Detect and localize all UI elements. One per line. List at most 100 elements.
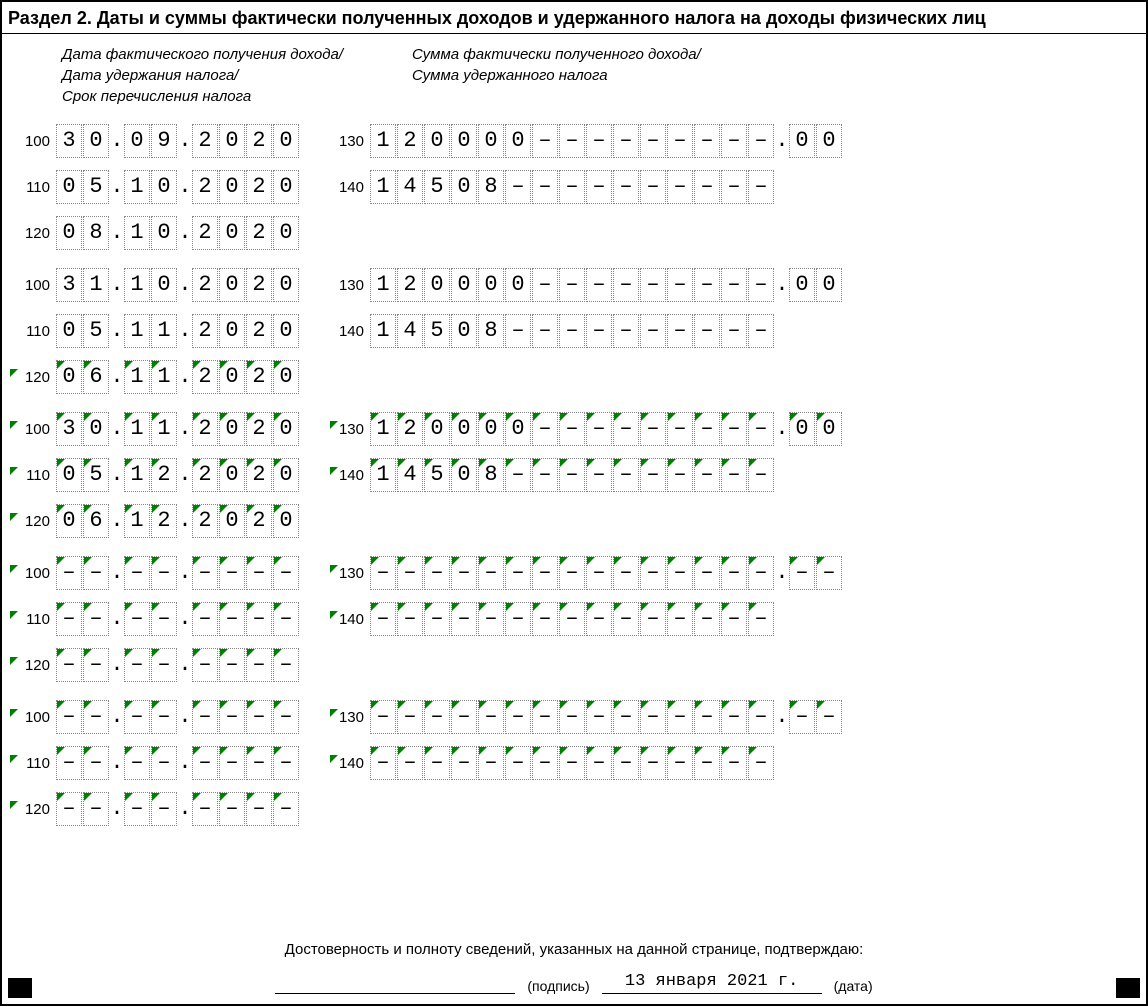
char-cell: – [721, 124, 747, 158]
char-cell: 1 [124, 360, 150, 394]
char-cell: – [640, 170, 666, 204]
char-cell: 0 [816, 268, 842, 302]
char-cell: 1 [370, 124, 396, 158]
char-cell: – [640, 556, 666, 590]
char-cell: 0 [789, 412, 815, 446]
char-cell: 5 [424, 314, 450, 348]
char-cell: 0 [451, 458, 477, 492]
char-cell: – [721, 314, 747, 348]
char-cell: 1 [124, 268, 150, 302]
char-cell: 1 [370, 268, 396, 302]
separator: . [178, 648, 192, 682]
char-cell: – [694, 556, 720, 590]
row-number: 130 [330, 277, 370, 294]
char-cell: – [124, 746, 150, 780]
separator: . [178, 314, 192, 348]
char-cell: 2 [246, 360, 272, 394]
char-cell: – [748, 602, 774, 636]
amount-cells: 120000–––––––––.00 [370, 268, 843, 302]
char-cell: – [424, 556, 450, 590]
row-number: 140 [330, 179, 370, 196]
char-cell: – [532, 700, 558, 734]
amount-cells: 14508–––––––––– [370, 458, 775, 492]
separator: . [775, 412, 789, 446]
char-cell: 1 [124, 504, 150, 538]
char-cell: – [192, 746, 218, 780]
char-cell: – [424, 746, 450, 780]
char-cell: 8 [83, 216, 109, 250]
date-label: (дата) [834, 978, 873, 994]
char-cell: – [83, 556, 109, 590]
separator: . [110, 504, 124, 538]
char-cell: – [613, 458, 639, 492]
char-cell: – [532, 556, 558, 590]
char-cell: – [192, 556, 218, 590]
char-cell: – [667, 268, 693, 302]
char-cell: 0 [424, 412, 450, 446]
char-cell: – [124, 602, 150, 636]
char-cell: – [192, 648, 218, 682]
char-cell: – [586, 602, 612, 636]
section-title: Раздел 2. Даты и суммы фактически получе… [2, 2, 1146, 34]
char-cell: – [694, 170, 720, 204]
char-cell: – [532, 412, 558, 446]
char-cell: – [667, 170, 693, 204]
char-cell: – [613, 556, 639, 590]
separator: . [178, 412, 192, 446]
separator: . [110, 458, 124, 492]
char-cell: 2 [246, 170, 272, 204]
separator: . [775, 268, 789, 302]
date-cells: 05.10.2020 [56, 170, 300, 204]
row-number: 100 [10, 565, 56, 582]
separator: . [110, 602, 124, 636]
char-cell: – [559, 556, 585, 590]
separator: . [178, 700, 192, 734]
char-cell: 2 [246, 504, 272, 538]
row-number: 140 [330, 611, 370, 628]
signature-field[interactable] [275, 974, 515, 994]
amount-group: 130120000–––––––––.00 [330, 124, 843, 158]
char-cell: – [559, 124, 585, 158]
char-cell: – [667, 458, 693, 492]
char-cell: – [478, 700, 504, 734]
char-cell: – [505, 170, 531, 204]
data-blocks: 10030.09.2020130120000–––––––––.0011005.… [2, 121, 1146, 829]
char-cell: – [56, 648, 82, 682]
char-cell: – [789, 700, 815, 734]
char-cell: – [694, 602, 720, 636]
char-cell: 5 [83, 314, 109, 348]
char-cell: 2 [192, 314, 218, 348]
char-cell: – [246, 792, 272, 826]
separator: . [110, 556, 124, 590]
amount-group: 140––––––––––––––– [330, 746, 775, 780]
separator: . [110, 216, 124, 250]
char-cell: 0 [789, 268, 815, 302]
char-cell: – [748, 314, 774, 348]
char-cell: – [83, 792, 109, 826]
char-cell: – [124, 792, 150, 826]
form-row: 12008.10.2020 [10, 213, 1146, 253]
char-cell: – [451, 746, 477, 780]
char-cell: 0 [424, 124, 450, 158]
form-row: 11005.10.202014014508–––––––––– [10, 167, 1146, 207]
char-cell: 0 [505, 412, 531, 446]
char-cell: – [124, 700, 150, 734]
amount-cells: 120000–––––––––.00 [370, 412, 843, 446]
char-cell: 0 [273, 412, 299, 446]
char-cell: – [219, 602, 245, 636]
amount-group: 14014508–––––––––– [330, 458, 775, 492]
char-cell: – [586, 458, 612, 492]
row-number: 110 [10, 323, 56, 340]
date-cells: 31.10.2020 [56, 268, 300, 302]
char-cell: – [56, 700, 82, 734]
char-cell: – [370, 746, 396, 780]
char-cell: – [721, 170, 747, 204]
date-cells: ––.––.–––– [56, 700, 300, 734]
char-cell: – [559, 700, 585, 734]
row-number: 100 [10, 421, 56, 438]
char-cell: – [640, 700, 666, 734]
char-cell: – [451, 602, 477, 636]
separator: . [110, 412, 124, 446]
row-number: 120 [10, 801, 56, 818]
char-cell: 2 [192, 268, 218, 302]
